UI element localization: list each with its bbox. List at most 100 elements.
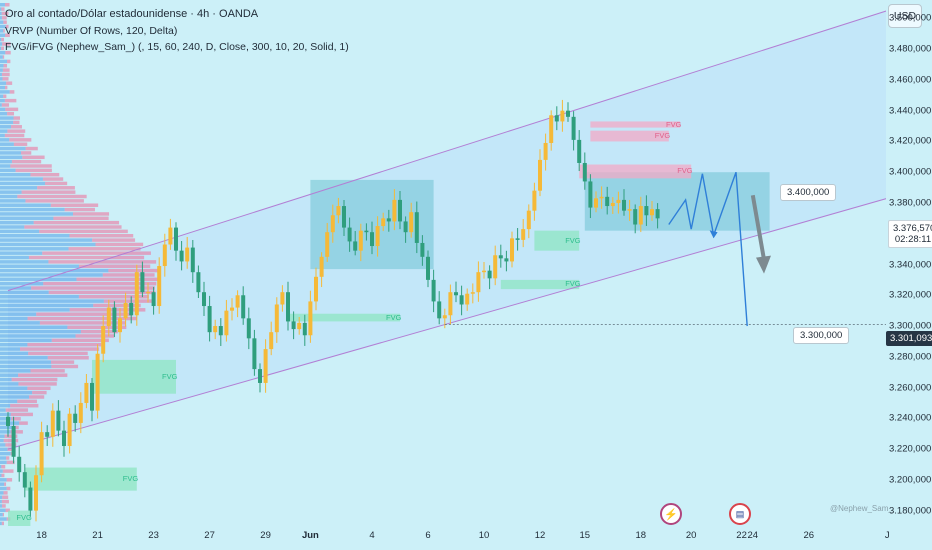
volume-bar-sell	[18, 382, 57, 386]
volume-bar-buy	[0, 325, 68, 330]
volume-bar-buy	[0, 133, 5, 138]
candle-body	[17, 456, 22, 473]
volume-bar-buy	[0, 168, 16, 173]
current-price-value: 3.376,570	[893, 223, 932, 234]
volume-bar-buy	[0, 456, 7, 460]
candle	[118, 308, 122, 343]
lightning-icon[interactable]: ⚡	[660, 503, 682, 525]
volume-bar-sell	[47, 356, 89, 360]
volume-bar-sell	[10, 430, 23, 434]
candle-body	[442, 315, 447, 319]
volume-profile	[0, 3, 159, 526]
volume-bar-sell	[69, 233, 134, 238]
candle	[510, 231, 514, 268]
volume-bar-buy	[0, 295, 79, 299]
candle	[392, 189, 397, 231]
candle	[263, 339, 268, 393]
volume-bar-sell	[28, 255, 145, 260]
candle	[498, 244, 503, 268]
x-tick-label: 4	[369, 530, 375, 541]
candle	[106, 299, 111, 337]
symbol-title[interactable]: Oro al contado/Dólar estadounidense · 4h…	[5, 8, 259, 20]
fvg-indicator-label[interactable]: FVG/iFVG (Nephew_Sam_) (, 15, 60, 240, D…	[5, 41, 349, 53]
candle	[347, 217, 352, 252]
volume-bar-sell	[1, 46, 4, 51]
volume-bar-sell	[5, 508, 10, 513]
volume-bar-sell	[51, 364, 79, 369]
candle-body	[638, 206, 643, 225]
volume-bar-buy	[0, 308, 70, 312]
volume-bar-buy	[0, 473, 2, 478]
candle	[599, 186, 604, 209]
candle-body	[213, 326, 218, 333]
fvg-zone	[500, 279, 580, 290]
candle-body	[218, 326, 223, 336]
candle-body	[566, 110, 570, 117]
candle-body	[140, 272, 145, 293]
candle	[6, 412, 10, 437]
volume-bar-buy	[0, 277, 77, 282]
resistance-callout[interactable]: 3.400,000	[780, 184, 837, 201]
volume-bar-buy	[0, 186, 38, 190]
currency-button[interactable]: USD	[888, 4, 922, 28]
volume-bar-sell	[4, 3, 10, 7]
current-price-tag: 3.376,570 02:28:11	[888, 220, 932, 248]
us-flag-icon[interactable]: ▤	[729, 503, 751, 525]
candle	[605, 186, 610, 215]
volume-bar-buy	[0, 212, 73, 216]
candle	[56, 400, 61, 437]
candle	[594, 191, 598, 213]
candle-body	[101, 326, 106, 354]
volume-bar-buy	[0, 338, 52, 343]
candle-body	[370, 232, 374, 247]
volume-bar-buy	[0, 316, 28, 321]
volume-bar-sell	[9, 138, 32, 142]
candle	[157, 257, 162, 314]
candle	[28, 481, 33, 517]
y-tick-label: 3.440,000	[889, 105, 932, 117]
volume-bar-sell	[10, 403, 39, 408]
candle-body	[157, 266, 162, 307]
candle-body	[498, 255, 503, 259]
volume-bar-buy	[0, 238, 93, 242]
volume-bar-buy	[0, 464, 2, 469]
volume-bar-buy	[0, 94, 4, 99]
volume-bar-buy	[0, 81, 7, 85]
volume-bar-sell	[7, 447, 14, 452]
volume-bar-sell	[5, 33, 10, 37]
volume-bar-buy	[0, 412, 11, 417]
volume-bar-sell	[68, 247, 141, 251]
candle-body	[487, 270, 492, 279]
candle	[482, 261, 486, 279]
price-axis[interactable]: 3.180,000 3.200,000 3.220,000 3.240,000 3.26…	[886, 0, 932, 550]
candle	[258, 363, 262, 393]
fvg-label: FVG	[666, 119, 682, 129]
vrvp-indicator-label[interactable]: VRVP (Number Of Rows, 120, Delta)	[5, 25, 178, 37]
y-tick-label: 3.300,000	[889, 320, 932, 332]
candle-body	[134, 272, 139, 316]
target-callout[interactable]: 3.300,000	[793, 327, 850, 344]
volume-bar-buy	[0, 434, 5, 438]
volume-bar-buy	[0, 443, 6, 447]
candle	[487, 265, 492, 290]
candle-body	[28, 487, 33, 511]
volume-bar-sell	[39, 229, 128, 234]
volume-bar-buy	[0, 417, 12, 421]
volume-bar-sell	[22, 155, 45, 160]
price-chart[interactable]	[0, 0, 886, 526]
candle-body	[291, 321, 296, 330]
candle-body	[571, 116, 576, 140]
volume-bar-buy	[0, 37, 2, 42]
volume-bar-sell	[4, 85, 8, 90]
candle	[185, 236, 190, 269]
volume-bar-sell	[42, 177, 64, 181]
x-tick-label: 21	[92, 530, 103, 541]
x-tick-label: 12	[534, 530, 546, 541]
candle-body	[526, 210, 531, 230]
volume-bar-buy	[0, 229, 40, 234]
candle	[504, 250, 509, 272]
volume-bar-buy	[0, 273, 103, 277]
candle-body	[274, 304, 279, 333]
volume-bar-sell	[13, 120, 20, 125]
